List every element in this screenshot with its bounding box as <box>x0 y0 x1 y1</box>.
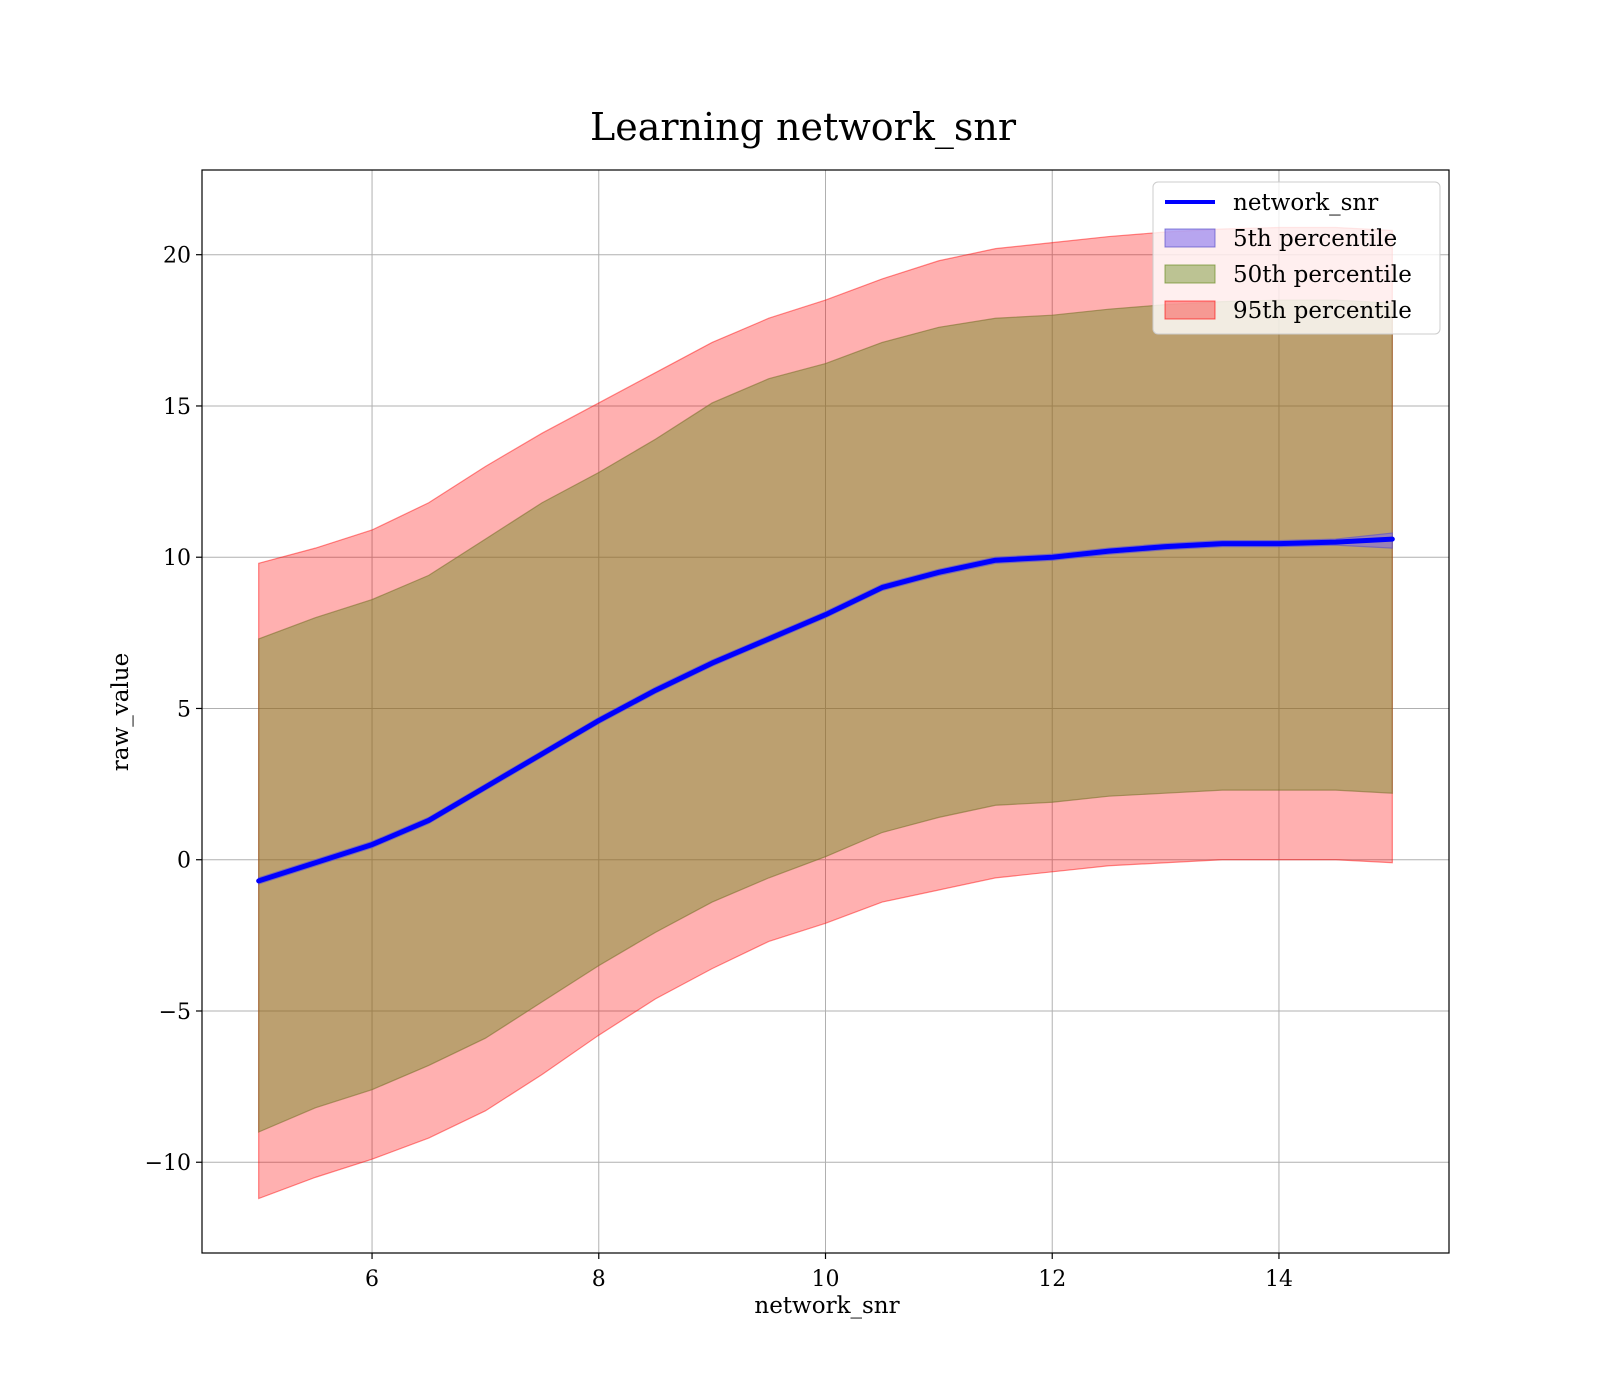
y-tick-label: 15 <box>163 395 191 420</box>
legend-label-5th-percentile: 5th percentile <box>1233 226 1397 252</box>
legend-swatch-50th-percentile <box>1164 264 1216 284</box>
legend: network_snr 5th percentile 50th percentile… <box>1152 181 1441 335</box>
y-tick-label: −10 <box>145 1151 191 1176</box>
x-tick-label: 8 <box>592 1267 606 1292</box>
plot-area: 6 8 10 12 14 −10 −5 0 5 10 15 20 <box>145 169 1450 1292</box>
legend-swatch-95th-percentile <box>1164 300 1216 320</box>
x-axis-label: network_snr <box>754 1293 899 1319</box>
legend-label-50th-percentile: 50th percentile <box>1233 262 1412 288</box>
series-line-network-snr <box>256 536 1395 884</box>
y-tick-label: 20 <box>163 244 191 269</box>
band-5th-percentile <box>258 532 1393 885</box>
y-tick-label: 0 <box>177 849 191 874</box>
legend-swatch-5th-percentile <box>1164 228 1216 248</box>
y-axis-label: raw_value <box>108 653 134 771</box>
y-tick-label: −5 <box>159 1000 191 1025</box>
x-tick-label: 10 <box>812 1267 840 1292</box>
y-tick-label: 5 <box>177 697 191 722</box>
y-tick-label: 10 <box>163 546 191 571</box>
legend-label-95th-percentile: 95th percentile <box>1233 298 1412 324</box>
legend-box <box>1152 181 1441 335</box>
chart-title: Learning network_snr <box>590 105 1017 150</box>
band-50th-percentile <box>258 299 1393 1133</box>
x-tick-label: 6 <box>365 1267 379 1292</box>
band-95th-percentile <box>258 226 1393 1200</box>
legend-label-network_snr: network_snr <box>1233 190 1378 216</box>
x-tick-label: 14 <box>1265 1267 1293 1292</box>
x-tick-label: 12 <box>1038 1267 1066 1292</box>
